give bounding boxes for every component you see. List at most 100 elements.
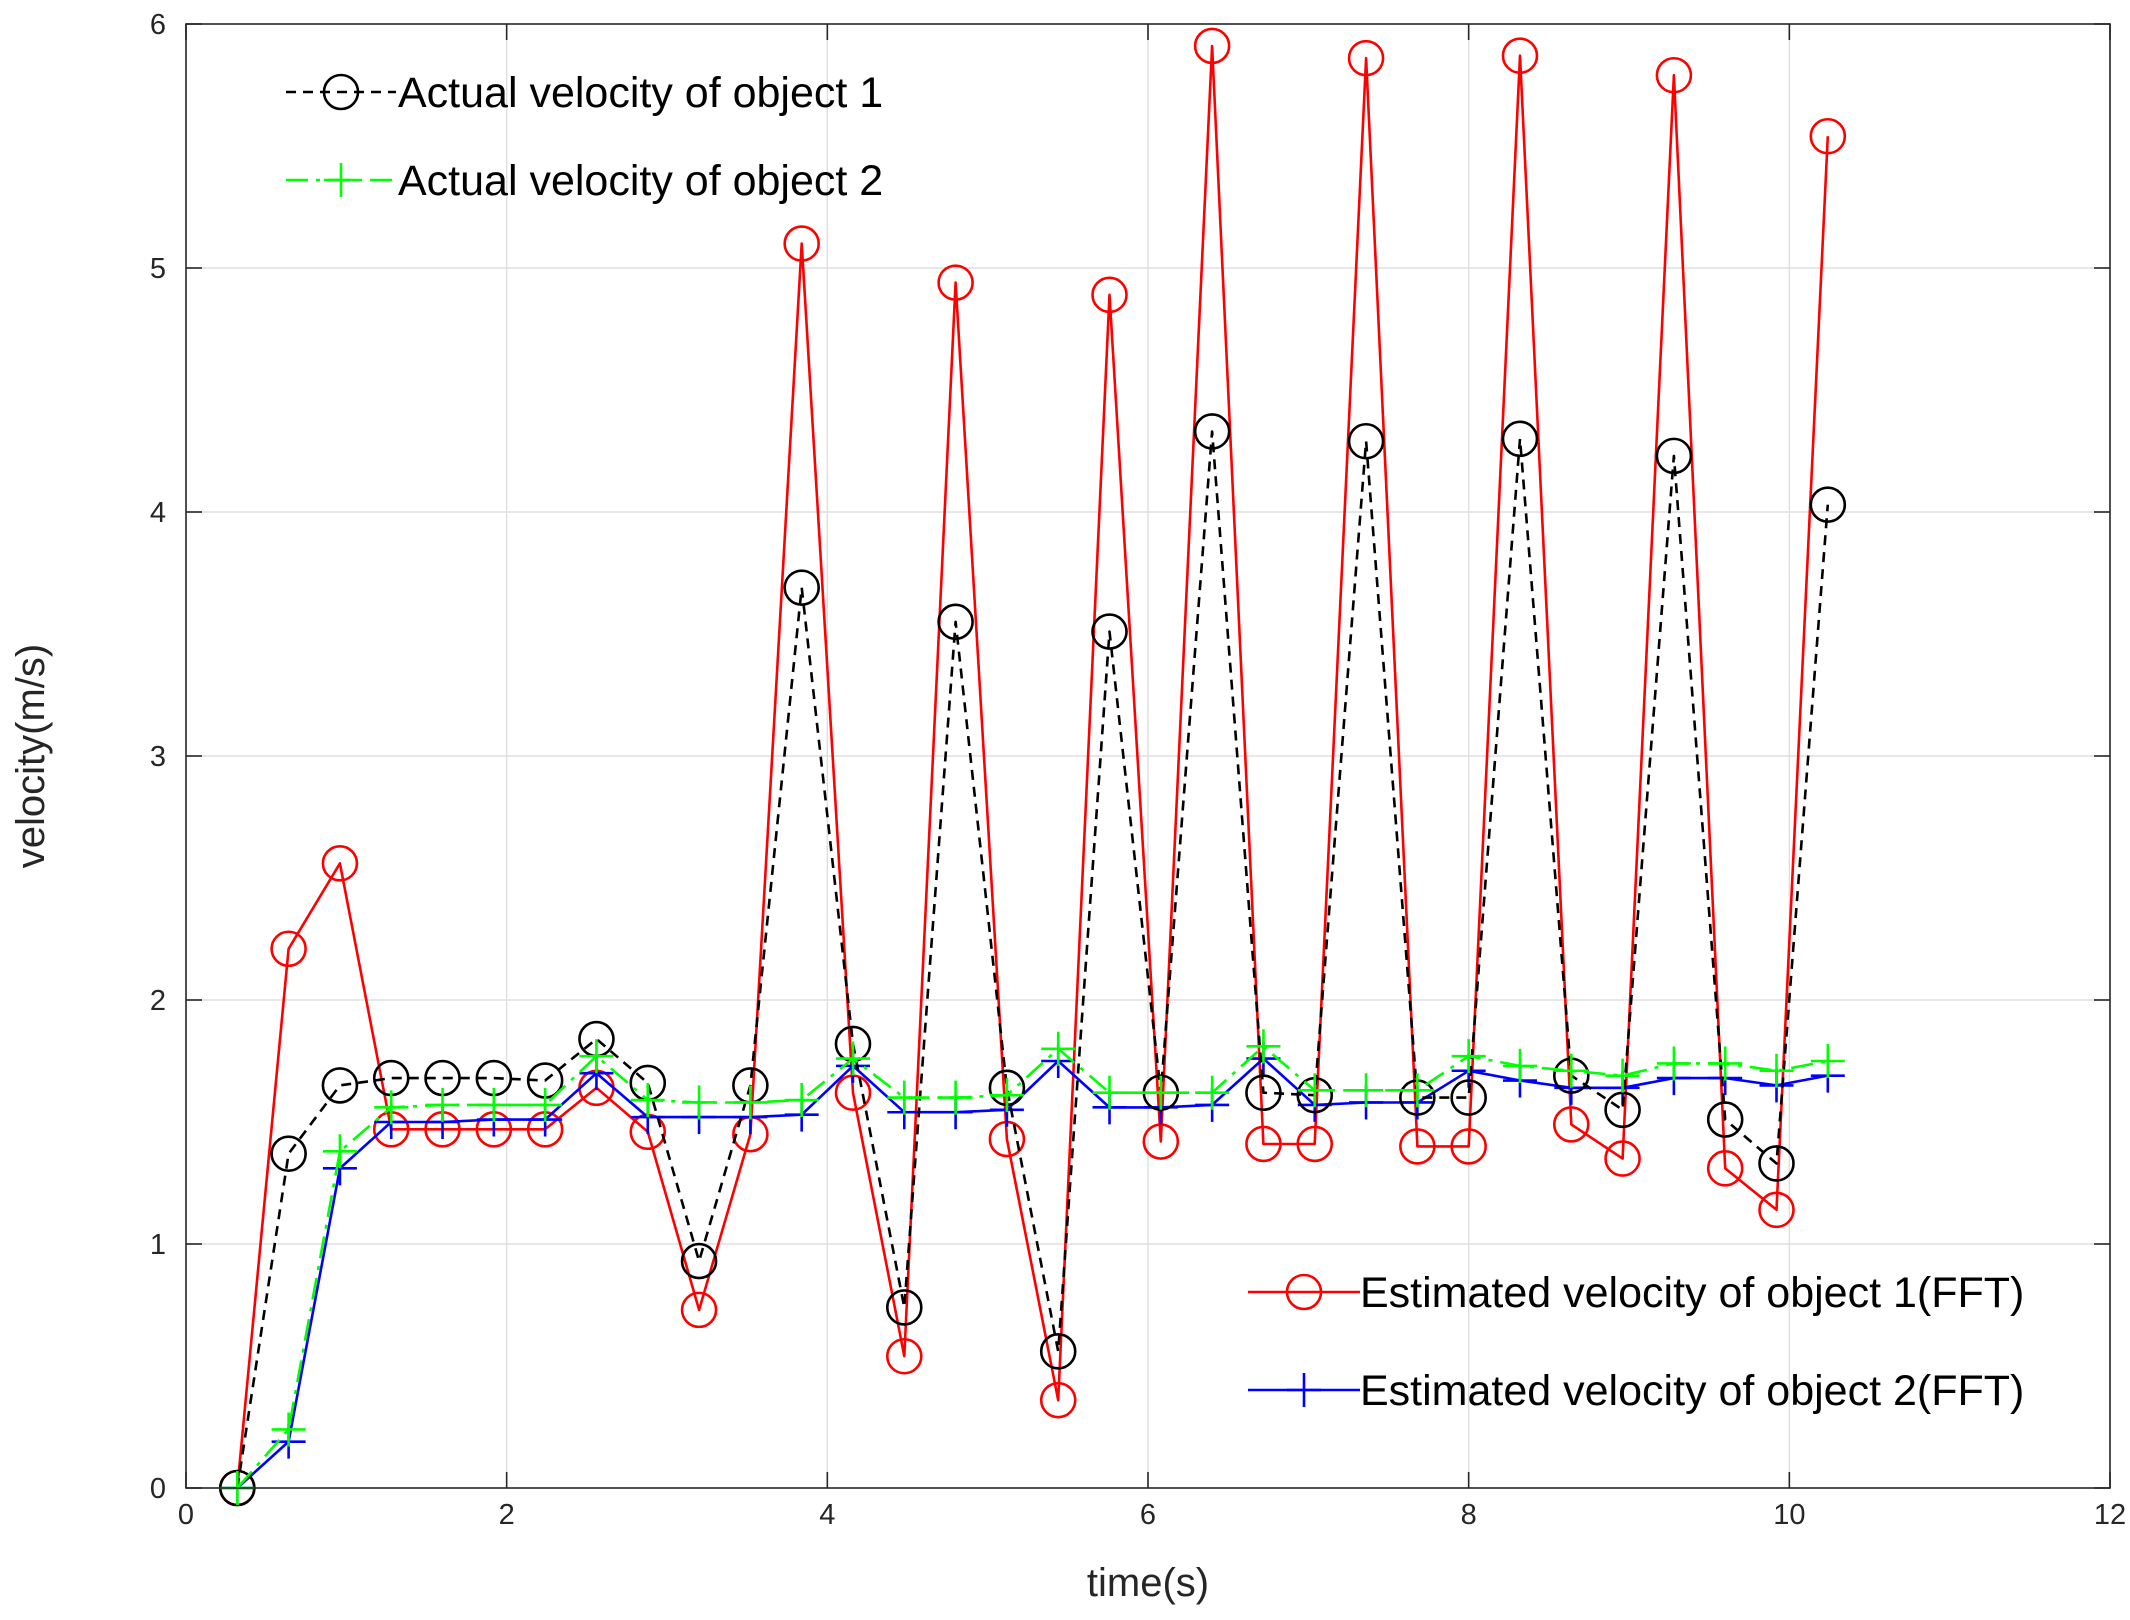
data-point-actual-velocity-of-object-2 [989,1078,1024,1113]
data-point-estimated-velocity-of-object-1-fft [1091,276,1128,314]
data-point-estimated-velocity-of-object-1-fft [1809,117,1847,155]
legend-entry-actual-velocity-of-object-1: Actual velocity of object 1 [286,69,883,117]
y-tick-label: 2 [150,985,166,1017]
legend-swatch-marker [322,73,360,111]
legend-label: Actual velocity of object 2 [398,157,883,205]
data-point-actual-velocity-of-object-2 [271,1412,306,1447]
data-point-estimated-velocity-of-object-1-fft [680,1291,718,1329]
x-axis-label: time(s) [1087,1561,1209,1605]
data-point-actual-velocity-of-object-2 [579,1039,614,1074]
y-tick-label: 3 [150,741,166,773]
data-point-actual-velocity-of-object-2 [528,1087,563,1122]
data-point-estimated-velocity-of-object-1-fft [1655,56,1693,94]
x-tick-label: 6 [1140,1499,1156,1531]
data-point-actual-velocity-of-object-2 [374,1090,409,1125]
x-tick-label: 10 [1773,1499,1805,1531]
data-point-actual-velocity-of-object-2 [1349,1073,1384,1108]
data-point-actual-velocity-of-object-2 [1554,1053,1589,1088]
data-point-actual-velocity-of-object-2 [682,1085,717,1120]
legend-bottom: Estimated velocity of object 1(FFT) Estim… [1248,1269,2024,1415]
data-point-actual-velocity-of-object-2 [425,1087,460,1122]
data-point-actual-velocity-of-object-2 [938,1080,973,1115]
data-point-actual-velocity-of-object-2 [1502,1048,1537,1083]
data-point-estimated-velocity-of-object-1-fft [321,845,359,882]
data-point-actual-velocity-of-object-1 [1604,1091,1641,1129]
data-point-actual-velocity-of-object-2 [887,1080,922,1115]
y-tick-label: 4 [150,497,166,529]
data-point-actual-velocity-of-object-1 [270,1135,307,1173]
legend-swatch-marker [1287,1373,1321,1407]
data-point-estimated-velocity-of-object-1-fft [1193,27,1231,65]
data-point-actual-velocity-of-object-2 [1708,1046,1743,1081]
data-point-actual-velocity-of-object-2 [322,1134,357,1169]
series-actual-velocity-of-object-2 [220,1029,1845,1505]
data-point-actual-velocity-of-object-2 [1041,1031,1076,1066]
x-tick-label: 0 [178,1499,194,1531]
y-tick-label: 0 [150,1473,166,1505]
data-point-actual-velocity-of-object-1 [1501,420,1539,458]
data-point-actual-velocity-of-object-2 [1605,1058,1640,1093]
data-point-actual-velocity-of-object-2 [1400,1073,1435,1108]
data-point-actual-velocity-of-object-2 [1195,1075,1230,1110]
data-point-actual-velocity-of-object-2 [835,1041,870,1076]
data-point-actual-velocity-of-object-2 [1759,1053,1794,1088]
data-point-estimated-velocity-of-object-1-fft [1399,1128,1436,1165]
data-point-estimated-velocity-of-object-1-fft [1552,1106,1590,1143]
data-point-actual-velocity-of-object-2 [1092,1075,1127,1110]
data-point-actual-velocity-of-object-2 [733,1085,768,1120]
data-point-actual-velocity-of-object-1 [1758,1145,1795,1182]
data-point-estimated-velocity-of-object-1-fft [1706,1150,1744,1187]
data-point-actual-velocity-of-object-2 [1656,1046,1691,1081]
data-point-estimated-velocity-of-object-1-fft [1501,37,1539,75]
data-point-actual-velocity-of-object-1 [321,1067,359,1104]
data-point-actual-velocity-of-object-1 [1809,486,1847,523]
data-point-actual-velocity-of-object-1 [1193,413,1231,450]
x-tick-label: 12 [2094,1499,2126,1531]
legend-top: Actual velocity of object 1 Actual veloci… [286,69,883,205]
data-point-actual-velocity-of-object-2 [630,1083,665,1118]
data-point-estimated-velocity-of-object-1-fft [1245,1125,1282,1163]
data-point-actual-velocity-of-object-2 [1451,1039,1486,1074]
legend-swatch-marker [324,163,358,197]
data-point-estimated-velocity-of-object-1-fft [1347,39,1385,77]
data-point-actual-velocity-of-object-1 [1245,1074,1282,1112]
data-point-estimated-velocity-of-object-1-fft [1296,1125,1334,1163]
data-point-actual-velocity-of-object-1 [885,1289,923,1326]
y-tick-label: 1 [150,1229,166,1261]
legend-entry-estimated-velocity-of-object-2-fft: Estimated velocity of object 2(FFT) [1248,1367,2024,1415]
data-point-estimated-velocity-of-object-1-fft [1604,1140,1641,1177]
legend-entry-actual-velocity-of-object-2: Actual velocity of object 2 [286,157,883,205]
y-tick-label: 6 [150,9,166,41]
data-point-actual-velocity-of-object-1 [1450,1079,1487,1116]
data-point-actual-velocity-of-object-1 [1091,613,1128,650]
data-point-estimated-velocity-of-object-1-fft [885,1337,923,1375]
legend-entry-estimated-velocity-of-object-1-fft: Estimated velocity of object 1(FFT) [1248,1269,2024,1317]
data-point-actual-velocity-of-object-1 [1706,1101,1744,1138]
data-point-actual-velocity-of-object-1 [680,1242,718,1280]
data-point-estimated-velocity-of-object-1-fft [783,225,820,262]
data-point-estimated-velocity-of-object-1-fft [1039,1381,1077,1419]
data-point-actual-velocity-of-object-2 [1143,1075,1178,1110]
data-point-actual-velocity-of-object-1 [783,569,820,606]
series-line-actual-velocity-of-object-1 [236,430,1830,1489]
legend-label: Estimated velocity of object 2(FFT) [1360,1367,2024,1415]
data-point-estimated-velocity-of-object-1-fft [1450,1128,1487,1165]
legend-swatch-marker [1285,1273,1323,1311]
data-point-estimated-velocity-of-object-1-fft [1758,1191,1795,1229]
data-point-actual-velocity-of-object-2 [476,1087,511,1122]
data-point-actual-velocity-of-object-1 [937,603,974,641]
data-point-actual-velocity-of-object-1 [1655,437,1693,475]
data-point-actual-velocity-of-object-2 [1810,1044,1845,1078]
series-line-estimated-velocity-of-object-1-fft [236,44,1830,1489]
data-point-actual-velocity-of-object-1 [1347,422,1385,460]
data-point-actual-velocity-of-object-2 [1246,1029,1281,1064]
legend-label: Estimated velocity of object 1(FFT) [1360,1269,2024,1317]
data-point-actual-velocity-of-object-2 [784,1083,819,1118]
legend-label: Actual velocity of object 1 [398,69,883,117]
data-point-actual-velocity-of-object-1 [1039,1333,1077,1370]
x-tick-label: 8 [1461,1499,1477,1531]
data-point-estimated-velocity-of-object-1-fft [1142,1123,1180,1160]
data-point-actual-velocity-of-object-2 [1297,1073,1332,1108]
